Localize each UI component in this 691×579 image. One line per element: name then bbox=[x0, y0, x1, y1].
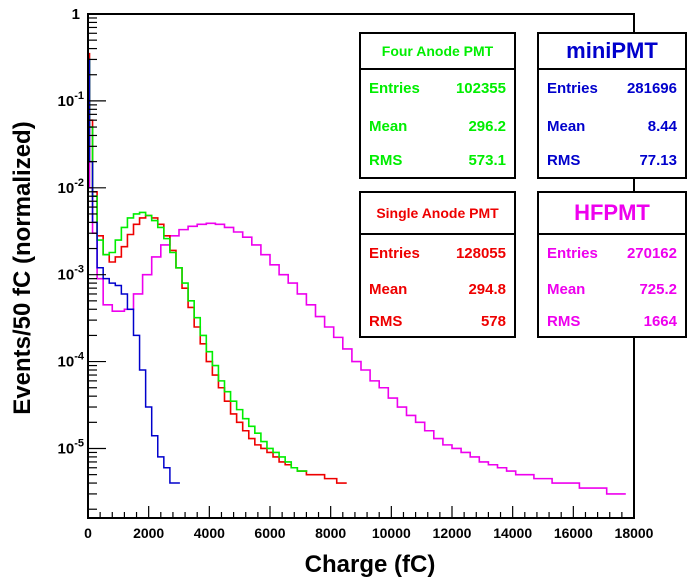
x-axis: 0 2000 4000 6000 8000 10000 12000 14000 16000 180… bbox=[84, 506, 654, 541]
x-tick-label: 0 bbox=[84, 525, 92, 541]
stats-title: Single Anode PMT bbox=[361, 193, 514, 235]
entries-label: Entries bbox=[369, 245, 420, 262]
mean-label: Mean bbox=[547, 281, 586, 298]
mean-label: Mean bbox=[369, 118, 408, 135]
stats-box-four-anode: Four Anode PMT Entries 102355 Mean 296.2 R… bbox=[359, 32, 516, 179]
stats-title: miniPMT bbox=[539, 34, 685, 70]
stats-box-minipmt: miniPMT Entries 281696 Mean 8.44 RMS 77.13 bbox=[537, 32, 687, 179]
x-axis-title: Charge (fC) bbox=[305, 551, 436, 578]
entries-label: Entries bbox=[547, 80, 598, 97]
entries-label: Entries bbox=[547, 245, 598, 262]
rms-value: 573.1 bbox=[468, 152, 506, 169]
stats-title: HFPMT bbox=[539, 193, 685, 235]
mean-value: 725.2 bbox=[639, 281, 677, 298]
y-tick-label: 10-2 bbox=[58, 177, 84, 197]
y-tick-label: 10-5 bbox=[58, 437, 84, 457]
rms-value: 1664 bbox=[643, 313, 677, 330]
y-axis-title: Events/50 fC (normalized) bbox=[9, 121, 36, 414]
mean-value: 8.44 bbox=[647, 118, 677, 135]
entries-label: Entries bbox=[369, 80, 420, 97]
entries-value: 102355 bbox=[455, 80, 506, 97]
rms-value: 77.13 bbox=[639, 152, 677, 169]
entries-value: 128055 bbox=[455, 245, 506, 262]
x-tick-label: 16000 bbox=[554, 525, 593, 541]
series-single-anode-pmt bbox=[87, 52, 347, 518]
mean-label: Mean bbox=[547, 118, 586, 135]
x-tick-label: 2000 bbox=[133, 525, 164, 541]
x-tick-label: 14000 bbox=[493, 525, 532, 541]
stats-title: Four Anode PMT bbox=[361, 34, 514, 70]
y-tick-label: 1 bbox=[72, 6, 80, 23]
x-tick-label: 10000 bbox=[372, 525, 411, 541]
x-tick-label: 4000 bbox=[194, 525, 225, 541]
series-minipmt bbox=[87, 58, 180, 518]
series-four-anode-pmt bbox=[87, 58, 308, 518]
rms-label: RMS bbox=[369, 152, 403, 169]
rms-label: RMS bbox=[369, 313, 403, 330]
stats-box-single-anode: Single Anode PMT Entries 128055 Mean 294.8… bbox=[359, 191, 516, 338]
rms-value: 578 bbox=[480, 313, 506, 330]
mean-value: 296.2 bbox=[468, 118, 506, 135]
rms-label: RMS bbox=[547, 152, 581, 169]
stats-box-hfpmt: HFPMT Entries 270162 Mean 725.2 RMS 1664 bbox=[537, 191, 687, 338]
y-axis: 1 10-1 10-2 10-3 10-4 10-5 bbox=[58, 6, 106, 510]
y-tick-label: 10-1 bbox=[58, 90, 84, 110]
series-hfpmt bbox=[87, 73, 626, 518]
entries-value: 270162 bbox=[626, 245, 677, 262]
x-tick-label: 18000 bbox=[615, 525, 654, 541]
mean-value: 294.8 bbox=[468, 281, 506, 298]
rms-label: RMS bbox=[547, 313, 581, 330]
y-tick-label: 10-4 bbox=[58, 351, 85, 371]
x-tick-label: 8000 bbox=[315, 525, 346, 541]
x-tick-label: 6000 bbox=[254, 525, 285, 541]
mean-label: Mean bbox=[369, 281, 408, 298]
y-tick-label: 10-3 bbox=[58, 264, 84, 284]
entries-value: 281696 bbox=[626, 80, 677, 97]
x-tick-label: 12000 bbox=[433, 525, 472, 541]
